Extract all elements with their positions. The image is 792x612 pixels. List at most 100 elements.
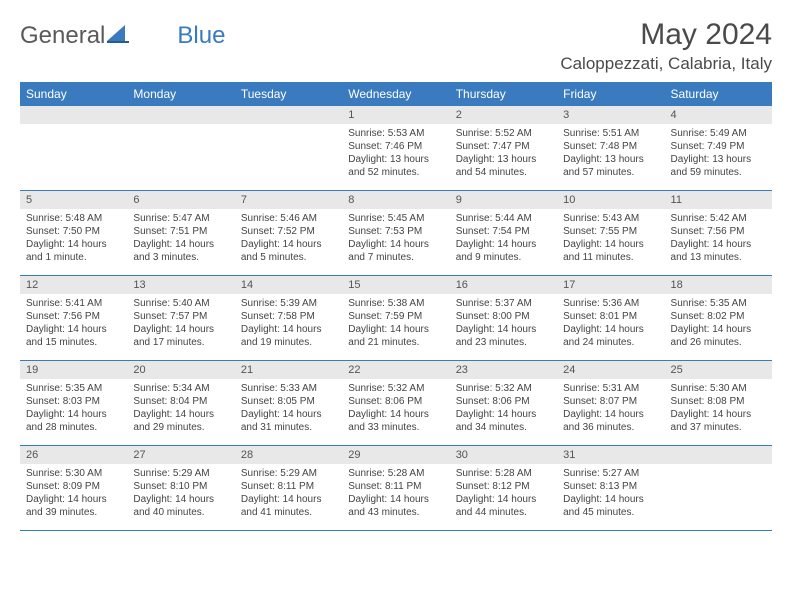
sunset-text: Sunset: 8:00 PM bbox=[456, 310, 551, 323]
day-number: 7 bbox=[235, 191, 342, 209]
sunset-text: Sunset: 7:55 PM bbox=[563, 225, 658, 238]
day-cell: 25Sunrise: 5:30 AMSunset: 8:08 PMDayligh… bbox=[665, 361, 772, 445]
day-number: 14 bbox=[235, 276, 342, 294]
sunrise-text: Sunrise: 5:35 AM bbox=[671, 297, 766, 310]
day-cell: 14Sunrise: 5:39 AMSunset: 7:58 PMDayligh… bbox=[235, 276, 342, 360]
daylight-text: Daylight: 14 hours and 7 minutes. bbox=[348, 238, 443, 264]
sunset-text: Sunset: 7:53 PM bbox=[348, 225, 443, 238]
day-body: Sunrise: 5:41 AMSunset: 7:56 PMDaylight:… bbox=[20, 294, 127, 355]
day-cell bbox=[20, 106, 127, 190]
sunset-text: Sunset: 8:01 PM bbox=[563, 310, 658, 323]
day-header-row: Sunday Monday Tuesday Wednesday Thursday… bbox=[20, 82, 772, 106]
day-number: 3 bbox=[557, 106, 664, 124]
daylight-text: Daylight: 14 hours and 17 minutes. bbox=[133, 323, 228, 349]
day-number: 19 bbox=[20, 361, 127, 379]
day-cell: 11Sunrise: 5:42 AMSunset: 7:56 PMDayligh… bbox=[665, 191, 772, 275]
sunrise-text: Sunrise: 5:27 AM bbox=[563, 467, 658, 480]
day-body: Sunrise: 5:30 AMSunset: 8:09 PMDaylight:… bbox=[20, 464, 127, 525]
day-number: 6 bbox=[127, 191, 234, 209]
sunrise-text: Sunrise: 5:47 AM bbox=[133, 212, 228, 225]
logo: General Blue bbox=[20, 22, 225, 50]
day-number: 29 bbox=[342, 446, 449, 464]
day-body: Sunrise: 5:46 AMSunset: 7:52 PMDaylight:… bbox=[235, 209, 342, 270]
daylight-text: Daylight: 14 hours and 23 minutes. bbox=[456, 323, 551, 349]
sunrise-text: Sunrise: 5:43 AM bbox=[563, 212, 658, 225]
daylight-text: Daylight: 13 hours and 57 minutes. bbox=[563, 153, 658, 179]
day-body: Sunrise: 5:35 AMSunset: 8:03 PMDaylight:… bbox=[20, 379, 127, 440]
sunset-text: Sunset: 7:52 PM bbox=[241, 225, 336, 238]
week-row: 5Sunrise: 5:48 AMSunset: 7:50 PMDaylight… bbox=[20, 191, 772, 276]
day-body: Sunrise: 5:49 AMSunset: 7:49 PMDaylight:… bbox=[665, 124, 772, 185]
day-cell: 9Sunrise: 5:44 AMSunset: 7:54 PMDaylight… bbox=[450, 191, 557, 275]
sunrise-text: Sunrise: 5:31 AM bbox=[563, 382, 658, 395]
day-number: 28 bbox=[235, 446, 342, 464]
day-cell bbox=[235, 106, 342, 190]
sunset-text: Sunset: 7:56 PM bbox=[26, 310, 121, 323]
day-number: 30 bbox=[450, 446, 557, 464]
day-cell: 22Sunrise: 5:32 AMSunset: 8:06 PMDayligh… bbox=[342, 361, 449, 445]
sunset-text: Sunset: 7:59 PM bbox=[348, 310, 443, 323]
logo-sail-icon bbox=[107, 22, 129, 50]
day-number bbox=[235, 106, 342, 124]
sunrise-text: Sunrise: 5:29 AM bbox=[133, 467, 228, 480]
day-cell: 5Sunrise: 5:48 AMSunset: 7:50 PMDaylight… bbox=[20, 191, 127, 275]
sunset-text: Sunset: 7:48 PM bbox=[563, 140, 658, 153]
day-number: 11 bbox=[665, 191, 772, 209]
day-cell: 6 Sunrise: 5:47 AMSunset: 7:51 PMDaylight… bbox=[127, 191, 234, 275]
sunset-text: Sunset: 8:09 PM bbox=[26, 480, 121, 493]
day-cell: 7Sunrise: 5:46 AMSunset: 7:52 PMDaylight… bbox=[235, 191, 342, 275]
day-cell: 10Sunrise: 5:43 AMSunset: 7:55 PMDayligh… bbox=[557, 191, 664, 275]
day-cell: 26Sunrise: 5:30 AMSunset: 8:09 PMDayligh… bbox=[20, 446, 127, 530]
day-body: Sunrise: 5:35 AMSunset: 8:02 PMDaylight:… bbox=[665, 294, 772, 355]
sunset-text: Sunset: 7:51 PM bbox=[133, 225, 228, 238]
title-block: May 2024 Caloppezzati, Calabria, Italy bbox=[560, 18, 772, 74]
day-body bbox=[665, 464, 772, 473]
day-cell: 31Sunrise: 5:27 AMSunset: 8:13 PMDayligh… bbox=[557, 446, 664, 530]
day-body: Sunrise: 5:32 AMSunset: 8:06 PMDaylight:… bbox=[342, 379, 449, 440]
day-body: Sunrise: 5:33 AMSunset: 8:05 PMDaylight:… bbox=[235, 379, 342, 440]
day-body: Sunrise: 5:29 AMSunset: 8:11 PMDaylight:… bbox=[235, 464, 342, 525]
sunrise-text: Sunrise: 5:48 AM bbox=[26, 212, 121, 225]
sunset-text: Sunset: 8:06 PM bbox=[456, 395, 551, 408]
day-cell: 17Sunrise: 5:36 AMSunset: 8:01 PMDayligh… bbox=[557, 276, 664, 360]
sunrise-text: Sunrise: 5:49 AM bbox=[671, 127, 766, 140]
week-row: 1Sunrise: 5:53 AMSunset: 7:46 PMDaylight… bbox=[20, 106, 772, 191]
daylight-text: Daylight: 14 hours and 3 minutes. bbox=[133, 238, 228, 264]
day-number: 4 bbox=[665, 106, 772, 124]
sunrise-text: Sunrise: 5:40 AM bbox=[133, 297, 228, 310]
sunrise-text: Sunrise: 5:42 AM bbox=[671, 212, 766, 225]
sunset-text: Sunset: 8:13 PM bbox=[563, 480, 658, 493]
day-cell bbox=[127, 106, 234, 190]
day-cell: 8Sunrise: 5:45 AMSunset: 7:53 PMDaylight… bbox=[342, 191, 449, 275]
day-body: Sunrise: 5:51 AMSunset: 7:48 PMDaylight:… bbox=[557, 124, 664, 185]
day-body: Sunrise: 5:36 AMSunset: 8:01 PMDaylight:… bbox=[557, 294, 664, 355]
day-body: Sunrise: 5:53 AMSunset: 7:46 PMDaylight:… bbox=[342, 124, 449, 185]
daylight-text: Daylight: 14 hours and 29 minutes. bbox=[133, 408, 228, 434]
day-number: 10 bbox=[557, 191, 664, 209]
daylight-text: Daylight: 13 hours and 52 minutes. bbox=[348, 153, 443, 179]
daylight-text: Daylight: 14 hours and 36 minutes. bbox=[563, 408, 658, 434]
day-body: Sunrise: 5:45 AMSunset: 7:53 PMDaylight:… bbox=[342, 209, 449, 270]
logo-text-general: General bbox=[20, 22, 105, 50]
day-number bbox=[127, 106, 234, 124]
day-number: 13 bbox=[127, 276, 234, 294]
sunrise-text: Sunrise: 5:30 AM bbox=[26, 467, 121, 480]
day-number: 22 bbox=[342, 361, 449, 379]
day-number: 27 bbox=[127, 446, 234, 464]
sunset-text: Sunset: 8:10 PM bbox=[133, 480, 228, 493]
sunrise-text: Sunrise: 5:44 AM bbox=[456, 212, 551, 225]
sunset-text: Sunset: 8:08 PM bbox=[671, 395, 766, 408]
sunrise-text: Sunrise: 5:34 AM bbox=[133, 382, 228, 395]
week-row: 12Sunrise: 5:41 AMSunset: 7:56 PMDayligh… bbox=[20, 276, 772, 361]
dayhdr-sun: Sunday bbox=[20, 82, 127, 106]
day-number: 15 bbox=[342, 276, 449, 294]
dayhdr-fri: Friday bbox=[557, 82, 664, 106]
dayhdr-tue: Tuesday bbox=[235, 82, 342, 106]
sunset-text: Sunset: 8:12 PM bbox=[456, 480, 551, 493]
daylight-text: Daylight: 14 hours and 13 minutes. bbox=[671, 238, 766, 264]
day-cell: 15Sunrise: 5:38 AMSunset: 7:59 PMDayligh… bbox=[342, 276, 449, 360]
daylight-text: Daylight: 14 hours and 43 minutes. bbox=[348, 493, 443, 519]
daylight-text: Daylight: 14 hours and 21 minutes. bbox=[348, 323, 443, 349]
dayhdr-wed: Wednesday bbox=[342, 82, 449, 106]
sunrise-text: Sunrise: 5:46 AM bbox=[241, 212, 336, 225]
